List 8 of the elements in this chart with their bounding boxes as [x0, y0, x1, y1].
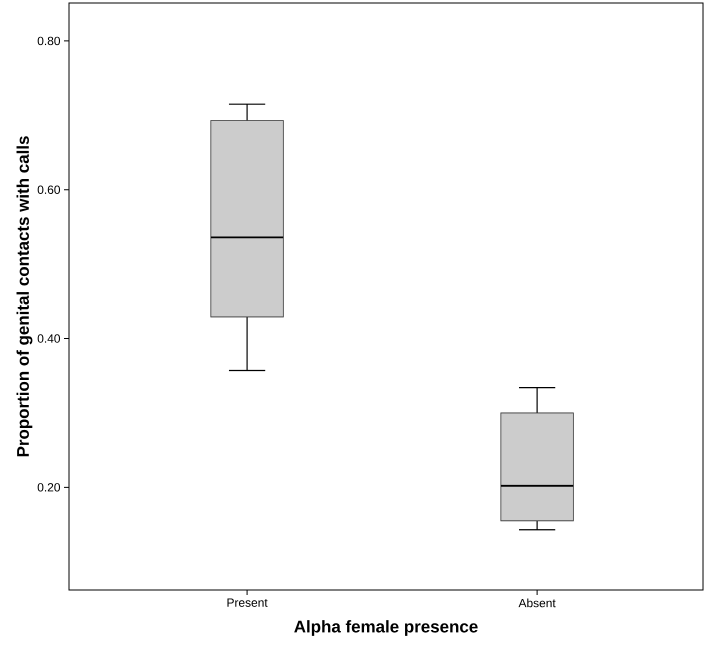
y-tick-label: 0.60	[38, 185, 60, 194]
x-tick-label: Present	[227, 598, 268, 607]
y-tick-label: 0.80	[38, 36, 60, 46]
y-tick-label: 0.20	[38, 483, 60, 492]
x-tick-label: Absent	[518, 598, 556, 608]
x-axis-title: Alpha female presence	[294, 620, 478, 636]
y-tick-label: 0.40	[38, 334, 60, 343]
y-axis-title: Proportion of genital contacts with calls	[16, 136, 32, 456]
